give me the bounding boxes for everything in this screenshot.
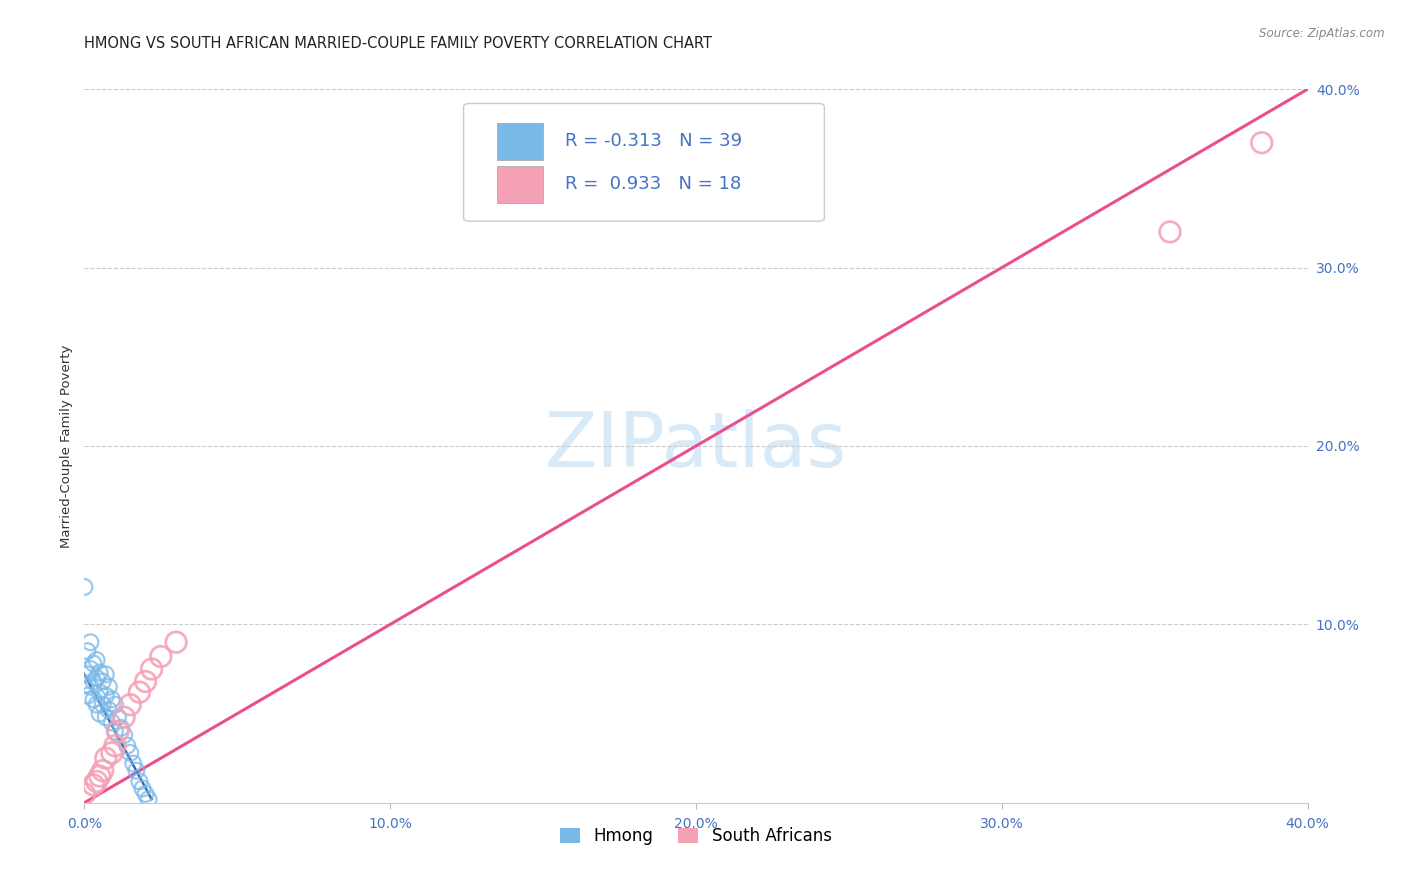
Point xyxy=(135,674,157,689)
Bar xyxy=(496,123,543,160)
Point xyxy=(83,692,105,706)
Point xyxy=(165,635,187,649)
Point xyxy=(94,689,117,703)
Point xyxy=(104,739,127,753)
Point xyxy=(107,724,129,739)
Point xyxy=(91,698,114,712)
Text: HMONG VS SOUTH AFRICAN MARRIED-COUPLE FAMILY POVERTY CORRELATION CHART: HMONG VS SOUTH AFRICAN MARRIED-COUPLE FA… xyxy=(84,36,713,51)
Point xyxy=(79,662,101,676)
Point xyxy=(73,580,96,594)
Point xyxy=(94,667,117,681)
Point xyxy=(120,746,142,760)
Point xyxy=(86,671,108,685)
Point xyxy=(122,756,145,771)
Point xyxy=(128,774,150,789)
Point xyxy=(89,706,111,721)
Point xyxy=(86,698,108,712)
Point xyxy=(141,662,163,676)
Point xyxy=(97,680,120,694)
Point xyxy=(94,751,117,765)
Point xyxy=(101,715,124,730)
Point xyxy=(91,674,114,689)
Legend: Hmong, South Africans: Hmong, South Africans xyxy=(554,821,838,852)
Point xyxy=(101,692,124,706)
Point xyxy=(83,778,105,792)
Point xyxy=(149,649,172,664)
Point xyxy=(79,635,101,649)
Point xyxy=(112,728,135,742)
Bar xyxy=(496,166,543,202)
Point xyxy=(1159,225,1181,239)
Point xyxy=(89,665,111,680)
Point xyxy=(115,739,138,753)
Point xyxy=(128,685,150,699)
Point xyxy=(83,674,105,689)
Point xyxy=(112,710,135,724)
FancyBboxPatch shape xyxy=(464,103,824,221)
Point xyxy=(91,764,114,778)
Point xyxy=(104,724,127,739)
Point xyxy=(101,746,124,760)
Text: ZIPatlas: ZIPatlas xyxy=(544,409,848,483)
Point xyxy=(76,689,98,703)
Point xyxy=(86,774,108,789)
Point xyxy=(138,792,160,806)
Point xyxy=(76,667,98,681)
Point xyxy=(131,781,153,796)
Point xyxy=(107,710,129,724)
Point xyxy=(86,653,108,667)
Point xyxy=(83,657,105,671)
Point xyxy=(94,710,117,724)
Point xyxy=(125,764,148,778)
Point xyxy=(135,787,157,801)
Text: R =  0.933   N = 18: R = 0.933 N = 18 xyxy=(565,175,741,193)
Point xyxy=(89,685,111,699)
Y-axis label: Married-Couple Family Poverty: Married-Couple Family Poverty xyxy=(60,344,73,548)
Point xyxy=(73,787,96,801)
Point xyxy=(110,721,132,735)
Point xyxy=(104,698,127,712)
Point xyxy=(120,698,142,712)
Point xyxy=(79,680,101,694)
Point xyxy=(73,678,96,692)
Point xyxy=(1250,136,1272,150)
Text: R = -0.313   N = 39: R = -0.313 N = 39 xyxy=(565,132,742,150)
Point xyxy=(97,703,120,717)
Point xyxy=(76,644,98,658)
Point xyxy=(89,769,111,783)
Text: Source: ZipAtlas.com: Source: ZipAtlas.com xyxy=(1260,27,1385,40)
